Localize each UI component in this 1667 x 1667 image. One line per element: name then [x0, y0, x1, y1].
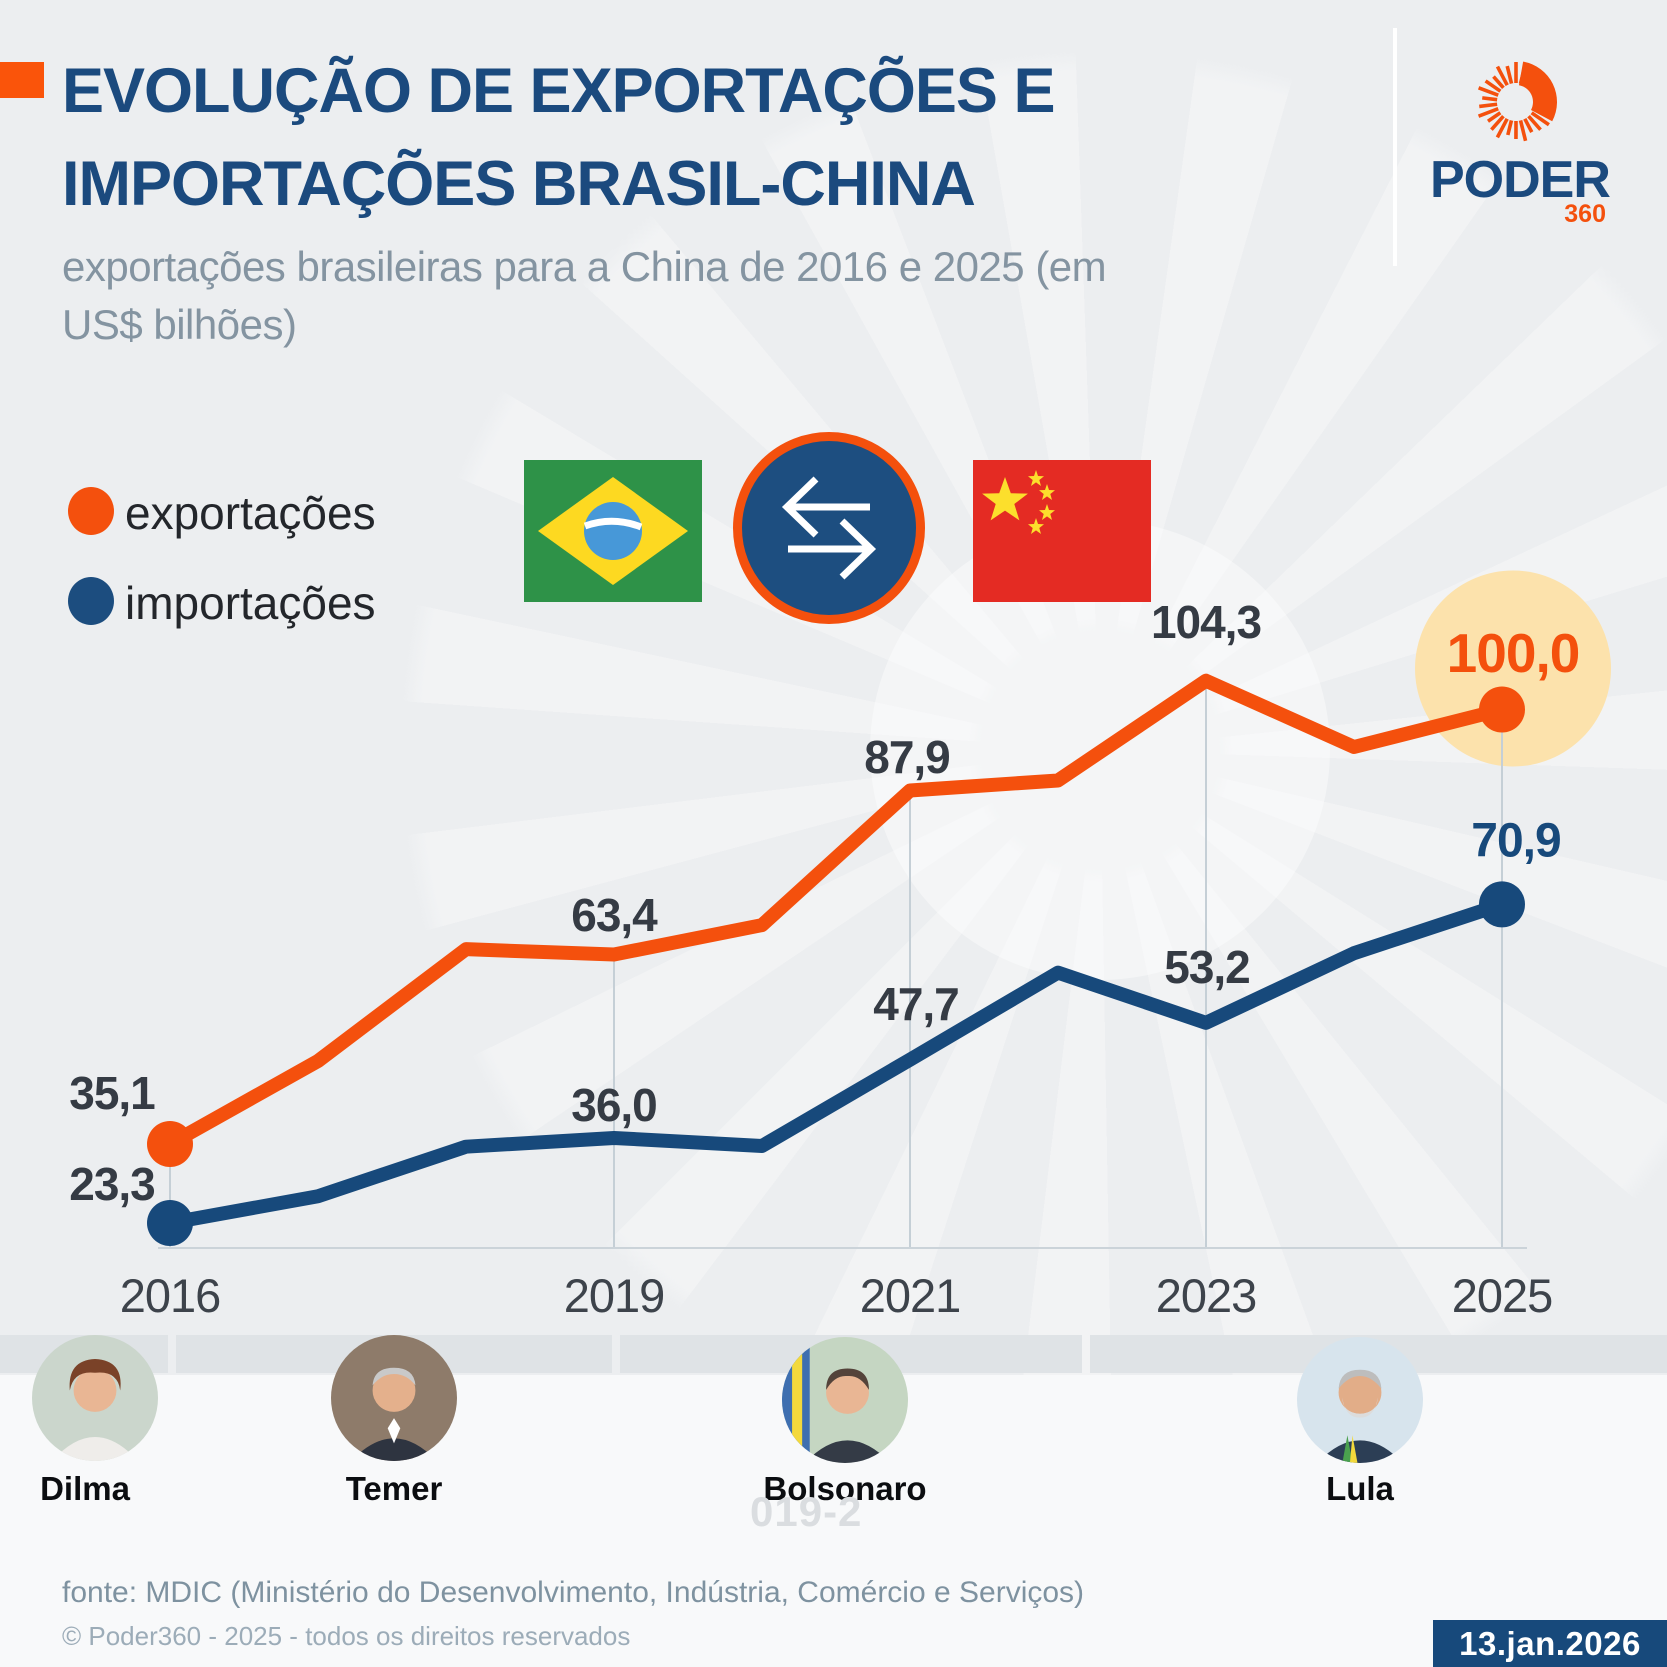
- copyright-note: © Poder360 - 2025 - todos os direitos re…: [62, 1621, 631, 1651]
- series-line-importações: [163, 897, 1509, 1231]
- president-photo-bolsonaro: [782, 1337, 908, 1463]
- exchange-arrows-icon: [733, 432, 925, 624]
- legend-label-importacoes: importações: [125, 577, 376, 629]
- sunburst-watermark: [400, 50, 1667, 1450]
- president-photo-temer: [331, 1335, 457, 1461]
- president-photo-dilma: [32, 1335, 158, 1461]
- highlight-circle-2025: [1415, 570, 1611, 767]
- date-badge: 13.jan.2026: [1433, 1620, 1667, 1667]
- header-divider: [1393, 28, 1397, 266]
- legend-dot-importacoes: [68, 577, 114, 625]
- china-flag-icon: [973, 460, 1151, 602]
- page-title-line2: IMPORTAÇÕES BRASIL-CHINA: [62, 149, 976, 219]
- date-badge-text: 13.jan.2026: [1459, 1624, 1641, 1662]
- legend-dot-exportacoes: [68, 487, 114, 535]
- poder360-spiral-icon: [1477, 61, 1557, 142]
- page-subtitle-line2: US$ bilhões): [62, 301, 297, 348]
- page-title-line1: EVOLUÇÃO DE EXPORTAÇÕES E: [62, 56, 1055, 126]
- president-name-temer: Temer: [345, 1470, 443, 1507]
- accent-square: [0, 62, 44, 98]
- data-point-importações-2025: [1479, 881, 1525, 928]
- data-point-importações-2016: [147, 1200, 193, 1247]
- president-photo-lula: [1297, 1337, 1423, 1463]
- president-name-dilma: Dilma: [40, 1470, 130, 1507]
- page-subtitle-line1: exportações brasileiras para a China de …: [62, 243, 1107, 290]
- poder360-logo-text: PODER: [1430, 151, 1611, 209]
- brazil-flag-icon: [524, 460, 702, 602]
- president-name-bolsonaro: Bolsonaro: [763, 1470, 927, 1507]
- series-line-exportações: [163, 673, 1509, 1152]
- data-point-exportações-2016: [147, 1121, 193, 1168]
- president-name-lula: Lula: [1326, 1470, 1394, 1507]
- data-point-exportações-2025: [1479, 686, 1525, 733]
- poder360-logo-suffix: 360: [1564, 200, 1606, 228]
- legend-label-exportacoes: exportações: [125, 487, 376, 539]
- background-watermark-text: 019-2: [750, 1488, 863, 1535]
- source-note: fonte: MDIC (Ministério do Desenvolvimen…: [62, 1576, 1085, 1609]
